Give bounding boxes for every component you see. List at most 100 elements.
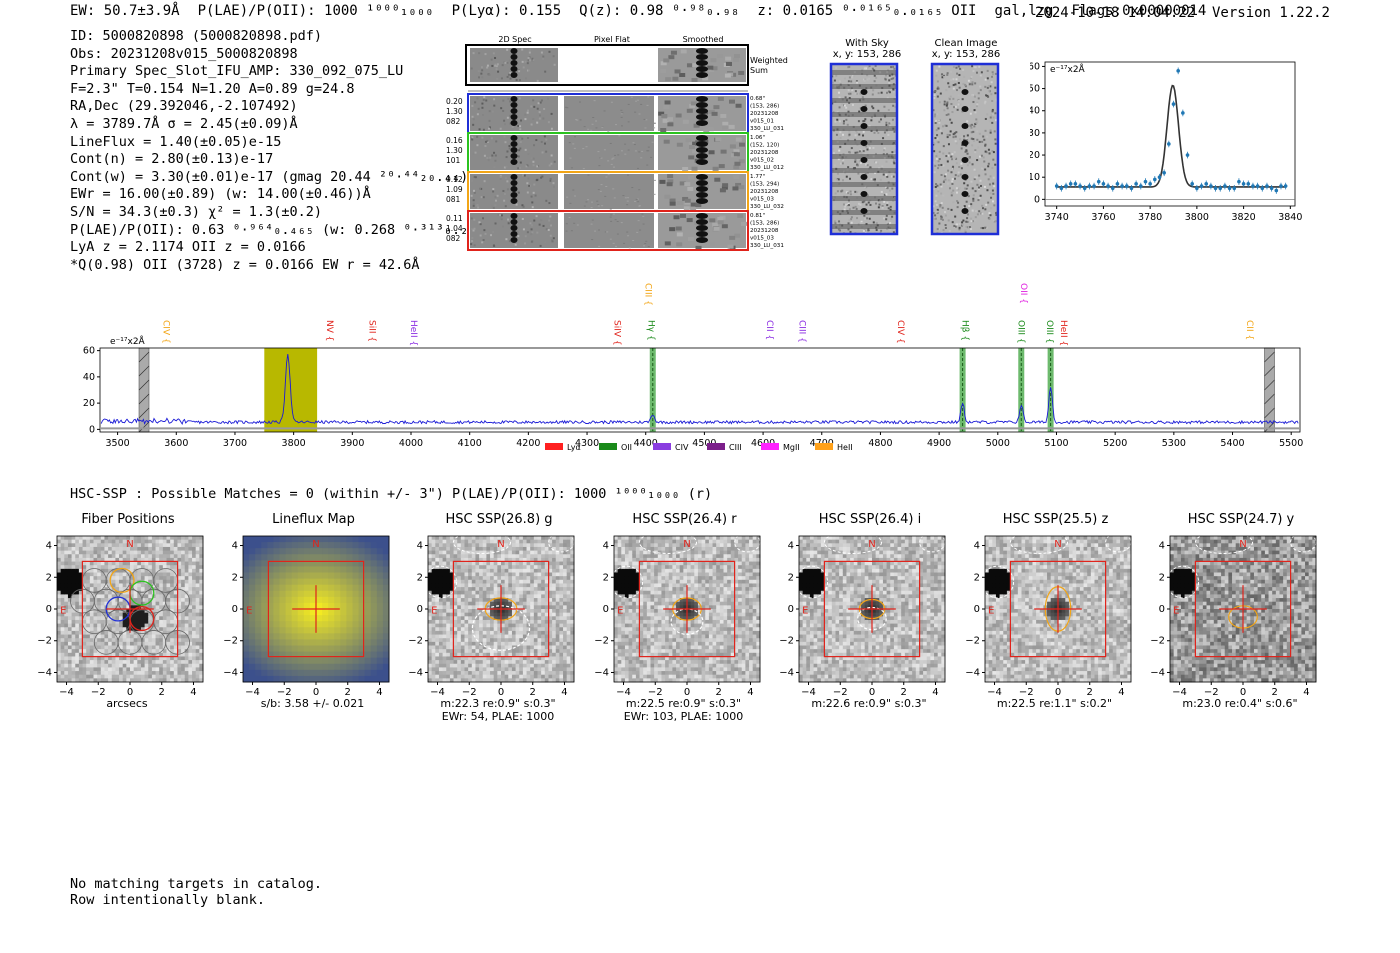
flux-pixel: [248, 615, 256, 622]
cutout-pixel: [192, 557, 197, 563]
cutout-pixel: [442, 663, 447, 668]
cutout-pixel: [100, 634, 105, 639]
flux-pixel: [358, 566, 365, 573]
flux-pixel: [254, 633, 262, 640]
cutout-pixel: [104, 590, 109, 595]
spec-noise: [484, 174, 487, 177]
spec-noise: [481, 241, 484, 244]
spec-noise: [472, 189, 475, 192]
cutout-pixel: [468, 583, 473, 588]
cutout-pixel: [67, 623, 73, 628]
cutout-pixel: [460, 619, 465, 625]
img-noise: [872, 107, 875, 110]
flux-pixel: [260, 669, 268, 677]
flat-noise: [578, 101, 581, 103]
spec-noise: [709, 242, 716, 247]
img-noise: [984, 173, 987, 176]
cutout-pixel: [475, 554, 480, 559]
flux-pixel: [303, 590, 310, 598]
cutout-pixel: [457, 630, 462, 636]
flat-noise: [640, 157, 643, 159]
spec-xtick-label: 4900: [927, 438, 951, 449]
cutout-pixel: [144, 546, 149, 552]
spec-noise: [536, 178, 539, 181]
cutout-pixel: [86, 656, 91, 661]
cutout-pixel: [115, 539, 120, 544]
img-noise: [838, 106, 841, 109]
img-noise: [988, 183, 991, 186]
flat-noise: [653, 127, 656, 129]
flux-pixel: [327, 675, 335, 683]
fit-point: [1092, 184, 1096, 188]
img-noise: [865, 145, 868, 148]
flat-noise: [638, 113, 641, 115]
flux-pixel: [345, 590, 353, 598]
cutout-pixel: [435, 554, 440, 559]
cutout-pixel: [173, 568, 178, 573]
cutout-pixel: [438, 630, 444, 636]
flux-pixel: [370, 675, 377, 683]
flux-pixel: [254, 536, 262, 543]
img-noise: [946, 103, 949, 106]
cutout-pixel: [159, 554, 164, 559]
flux-pixel: [303, 621, 310, 628]
cutout-pixel: [140, 674, 146, 679]
cutout-pixel: [199, 576, 204, 581]
cutout-pixel: [82, 641, 87, 646]
cutout-pixel: [162, 671, 167, 676]
cutout-pixel: [64, 561, 69, 566]
header-z: z: 0.0165 ⁰·⁰¹⁶⁵₀.₀₁₆₅ OII: [757, 3, 977, 19]
cutout-pixel: [479, 572, 484, 577]
flux-pixel: [303, 602, 310, 610]
cutout-pixel: [137, 660, 142, 665]
img-noise: [832, 152, 835, 155]
hatch-line: [138, 379, 150, 391]
fiber-row-right-label: 330_LU_031: [750, 243, 784, 249]
flat-noise: [633, 144, 636, 146]
cutout-pixel: [71, 609, 76, 614]
img-noise: [893, 65, 896, 68]
flux-pixel: [260, 651, 268, 659]
img-noise: [966, 138, 969, 141]
cutout-pixel: [177, 536, 182, 541]
cutout-pixel: [464, 663, 469, 668]
img-noise: [936, 211, 939, 214]
cutout-pixel: [479, 579, 484, 584]
cutout-pixel: [111, 601, 116, 606]
img-noise: [992, 192, 995, 195]
flux-pixel: [254, 584, 262, 592]
cutout-pixel: [137, 671, 142, 676]
spec-noise: [474, 176, 477, 179]
flux-pixel: [242, 621, 250, 628]
cutout-pixel: [111, 638, 116, 643]
cutout-pixel: [97, 601, 102, 606]
flux-pixel: [285, 675, 292, 683]
emission-blob: [696, 60, 708, 66]
img-noise: [839, 131, 842, 134]
img-noise: [851, 89, 854, 92]
img-noise: [855, 207, 858, 210]
cutout-pixel: [162, 623, 167, 628]
spec-noise: [500, 77, 503, 80]
cutout-pixel: [468, 623, 473, 628]
cutout-pixel: [170, 638, 175, 643]
flux-pixel: [321, 566, 329, 573]
cutout-pixel: [104, 546, 109, 552]
flux-pixel: [382, 621, 389, 628]
spec-noise: [526, 111, 529, 114]
img-noise: [966, 120, 969, 123]
flux-pixel: [345, 542, 353, 549]
spec-noise: [543, 107, 546, 110]
flux-pixel: [376, 621, 383, 628]
flux-pixel: [279, 542, 286, 549]
img-noise: [892, 77, 895, 80]
cutout-pixel: [479, 671, 484, 676]
cutout-pixel: [64, 667, 69, 672]
spec-noise: [710, 58, 717, 63]
fit-xtick-label: 3800: [1185, 212, 1209, 223]
cutout-pixel: [479, 627, 484, 632]
cutout-pixel: [122, 641, 127, 646]
cutout-pixel: [177, 561, 182, 566]
img-noise: [936, 184, 939, 187]
flux-pixel: [352, 578, 359, 586]
